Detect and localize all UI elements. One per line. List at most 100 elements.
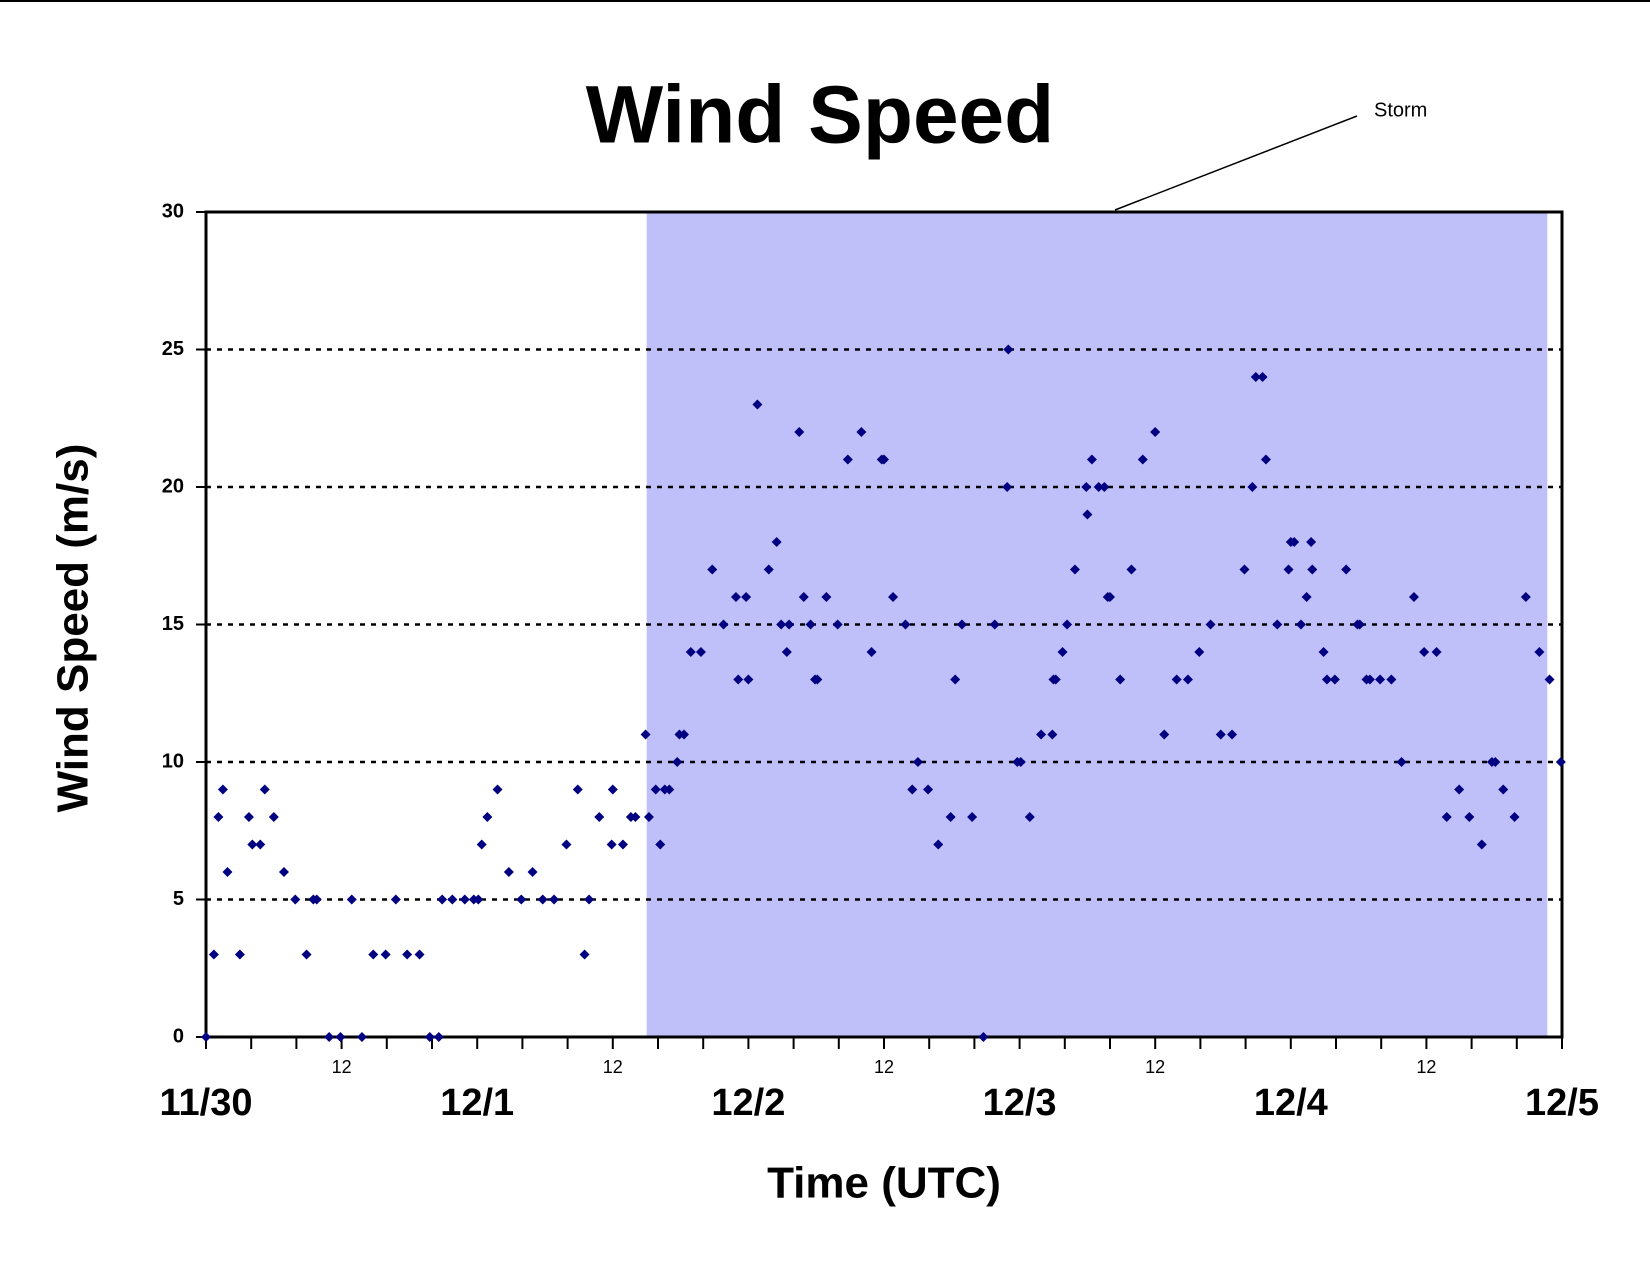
point <box>1081 482 1092 492</box>
point <box>459 894 470 905</box>
point <box>856 427 867 437</box>
point <box>664 784 675 795</box>
point <box>933 839 944 850</box>
point <box>1062 619 1073 630</box>
point <box>978 1032 989 1042</box>
point <box>1307 564 1318 575</box>
point <box>594 812 605 822</box>
point <box>259 784 270 795</box>
point <box>1318 647 1329 657</box>
point <box>1069 564 1080 575</box>
point <box>222 867 233 877</box>
y-tick-label: 5 <box>173 888 184 910</box>
x-tick-label: 12 <box>1416 1057 1436 1077</box>
point <box>888 592 899 602</box>
point <box>672 757 683 767</box>
point <box>476 839 487 850</box>
point <box>1408 592 1419 602</box>
point <box>1105 592 1115 602</box>
point <box>733 674 744 685</box>
point <box>1464 812 1475 822</box>
point <box>900 619 911 630</box>
x-tick-label: 12 <box>1145 1057 1165 1077</box>
point <box>447 894 458 905</box>
y-tick-label: 20 <box>162 475 184 497</box>
point <box>1047 729 1058 740</box>
point <box>1093 482 1104 492</box>
point <box>1057 647 1068 657</box>
point <box>956 619 967 630</box>
point <box>707 564 718 575</box>
y-tick-label: 0 <box>173 1025 184 1047</box>
point <box>1441 812 1452 822</box>
point <box>1283 564 1294 575</box>
y-tick-label: 15 <box>162 613 184 635</box>
point <box>247 839 258 850</box>
point <box>781 647 792 657</box>
point <box>1024 812 1035 822</box>
point <box>380 949 391 960</box>
point <box>1555 757 1566 767</box>
point <box>1082 509 1093 520</box>
point <box>1194 647 1205 657</box>
point <box>866 647 877 657</box>
point <box>640 729 651 740</box>
point <box>1159 729 1170 740</box>
point <box>879 454 889 465</box>
point <box>989 619 1000 630</box>
point <box>1301 592 1312 602</box>
point <box>1247 482 1258 492</box>
point <box>433 1032 444 1042</box>
point <box>1002 482 1013 492</box>
point <box>516 894 527 905</box>
point <box>1239 564 1250 575</box>
point <box>752 399 763 410</box>
x-tick-label: 12/3 <box>983 1082 1057 1124</box>
x-tick-label: 12/1 <box>440 1082 514 1124</box>
y-tick-label: 10 <box>162 750 184 772</box>
point <box>1509 812 1520 822</box>
point <box>561 839 572 850</box>
point <box>1036 729 1047 740</box>
point <box>527 867 538 877</box>
point <box>794 427 805 437</box>
point <box>718 619 729 630</box>
x-tick-label: 12/4 <box>1254 1082 1328 1124</box>
point <box>324 1032 335 1042</box>
point <box>678 729 689 740</box>
point <box>643 812 654 822</box>
point <box>1341 564 1352 575</box>
point <box>1289 537 1300 547</box>
point <box>1454 784 1465 795</box>
point <box>1295 619 1306 630</box>
point <box>685 647 696 657</box>
point <box>572 784 583 795</box>
point <box>607 784 618 795</box>
point <box>630 812 641 822</box>
point <box>912 757 923 767</box>
point <box>776 619 787 630</box>
point <box>1386 674 1397 685</box>
point <box>771 537 782 547</box>
point <box>650 784 661 795</box>
point <box>1431 647 1442 657</box>
point <box>1272 619 1283 630</box>
point <box>1364 674 1375 685</box>
x-tick-label: 12/2 <box>711 1082 785 1124</box>
point <box>311 894 322 905</box>
point <box>492 784 503 795</box>
point <box>1015 757 1026 767</box>
point <box>290 894 301 905</box>
x-tick-label: 12 <box>874 1057 894 1077</box>
point <box>368 949 379 960</box>
point <box>967 812 978 822</box>
point <box>208 949 219 960</box>
point <box>1419 647 1430 657</box>
point <box>549 894 560 905</box>
point <box>356 1032 367 1042</box>
x-tick-label: 12 <box>332 1057 352 1077</box>
point <box>402 949 413 960</box>
point <box>278 867 289 877</box>
point <box>537 894 548 905</box>
point <box>1476 839 1487 850</box>
